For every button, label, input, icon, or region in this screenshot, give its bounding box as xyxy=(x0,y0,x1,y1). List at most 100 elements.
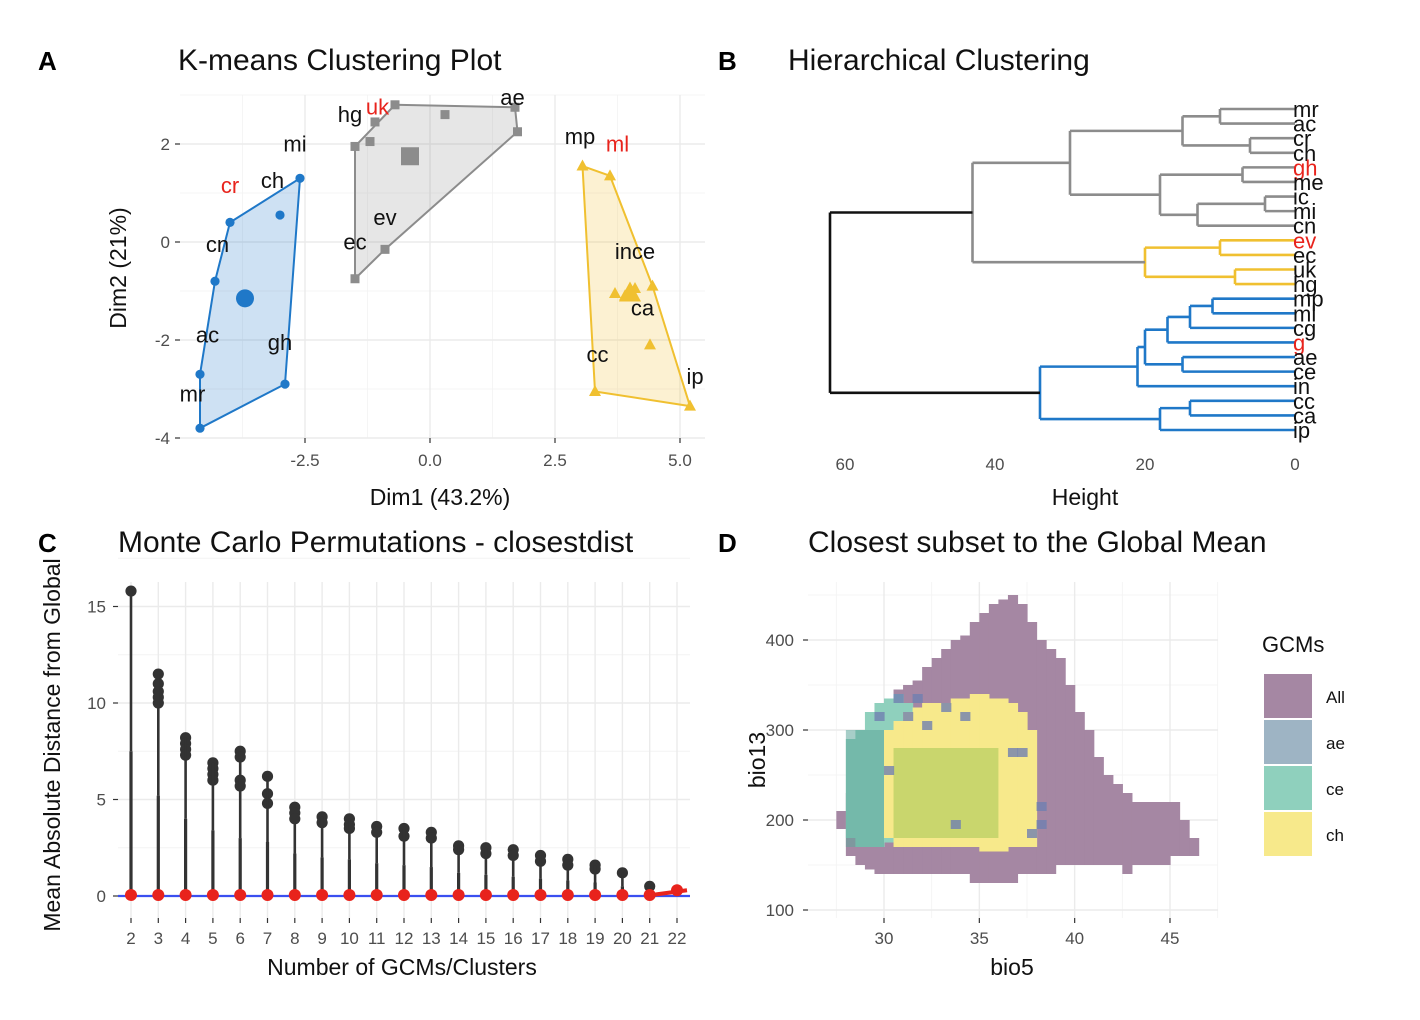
point-label: mi xyxy=(283,131,306,156)
cluster-point xyxy=(576,159,589,171)
cluster-point xyxy=(370,117,380,127)
point-label: cr xyxy=(221,173,239,198)
heat-cell-ae xyxy=(893,694,904,703)
panel-a-ticks: -2.5 0.0 2.5 5.0 -4 -2 0 2 xyxy=(155,135,692,470)
cluster-point xyxy=(380,244,390,254)
leaf-label: cr xyxy=(1293,126,1311,151)
cluster-center xyxy=(619,281,641,302)
leaf-label: uk xyxy=(1293,258,1317,283)
x-tick-label: 0.0 xyxy=(418,451,442,470)
point-label: uk xyxy=(366,95,390,120)
cluster-hull-gray xyxy=(354,103,519,282)
x-tick-label: 18 xyxy=(558,929,577,948)
cluster-point xyxy=(604,169,616,181)
leaf-label: ev xyxy=(1293,228,1316,253)
x-tick-label: 30 xyxy=(875,929,894,948)
y-tick-label: -2 xyxy=(155,331,170,350)
panel-d-ylabel: bio13 xyxy=(744,732,770,788)
heat-cell-all xyxy=(1084,730,1095,865)
x-tick-label: 6 xyxy=(235,929,244,948)
panel-tag-c: C xyxy=(38,528,57,558)
heat-cell-all xyxy=(1141,802,1152,865)
heat-cell-ae xyxy=(1007,748,1019,757)
closest-point xyxy=(398,889,410,902)
y-tick-label: 300 xyxy=(766,721,794,740)
heat-cell-all xyxy=(1170,802,1181,856)
x-tick-label: 14 xyxy=(449,929,468,948)
panel-c: Monte Carlo Permutations - closestdist C… xyxy=(38,526,690,980)
x-tick-label: 20 xyxy=(613,929,632,948)
x-tick-label: 20 xyxy=(1136,455,1155,474)
closest-point xyxy=(425,889,438,902)
closest-point xyxy=(288,889,301,902)
cluster-point xyxy=(684,399,696,411)
y-tick-label: 400 xyxy=(766,631,794,650)
point-label: ip xyxy=(686,364,703,389)
point-label: cn xyxy=(206,232,229,257)
closest-point xyxy=(234,889,247,902)
y-tick-label: 10 xyxy=(87,694,106,713)
cluster-point xyxy=(225,217,235,227)
panel-d-ticks: 30 35 40 45 100 200 300 400 xyxy=(766,631,1180,948)
heat-cell-ae xyxy=(903,712,914,721)
leaf-label: mr xyxy=(1293,97,1319,122)
heat-cell-all xyxy=(1150,802,1162,865)
panel-d-legend: GCMs All ae ce ch xyxy=(1262,632,1345,856)
x-tick-label: 19 xyxy=(586,929,605,948)
x-tick-label: 9 xyxy=(317,929,326,948)
heat-cell-ch xyxy=(1007,703,1019,847)
panel-a-ylabel: Dim2 (21%) xyxy=(105,207,131,328)
cluster-point xyxy=(609,286,621,298)
panel-d: D Closest subset to the Global Mean 30 35… xyxy=(718,526,1345,980)
panel-b: B Hierarchical Clustering 60 40 20 0 mraccr… xyxy=(718,44,1324,510)
legend-swatch-ce xyxy=(1264,766,1312,810)
panel-c-marks xyxy=(118,585,690,902)
leaf-label: gh xyxy=(1293,155,1317,180)
heat-cell-ch xyxy=(1027,730,1038,847)
heat-cell-all xyxy=(1131,802,1142,865)
x-tick-label: 16 xyxy=(504,929,523,948)
heat-cell-ae xyxy=(1027,829,1038,838)
leaf-label: ic xyxy=(1293,185,1309,210)
leaf-label: mi xyxy=(1293,199,1316,224)
closest-point xyxy=(643,889,656,902)
y-tick-label: 0 xyxy=(161,233,170,252)
heat-cell-ae xyxy=(1017,748,1028,757)
y-tick-label: 5 xyxy=(97,791,106,810)
legend-label-ae: ae xyxy=(1326,734,1345,753)
legend-label-ce: ce xyxy=(1326,780,1344,799)
heat-cell-ae xyxy=(874,712,885,721)
leaf-label: in xyxy=(1293,374,1310,399)
closest-point xyxy=(561,889,574,902)
legend-swatch-all xyxy=(1264,674,1312,718)
x-tick-label: 4 xyxy=(181,929,190,948)
x-tick-label: 13 xyxy=(422,929,441,948)
heat-cell-ae xyxy=(941,703,952,712)
cluster-center xyxy=(236,289,254,308)
closest-point xyxy=(206,889,219,902)
panel-a-grid xyxy=(180,94,705,439)
heat-cell-overlap xyxy=(893,748,999,838)
closest-point xyxy=(316,889,329,902)
leaf-label: ch xyxy=(1293,141,1316,166)
x-tick-label: 5 xyxy=(208,929,217,948)
heat-cell-ch xyxy=(1017,712,1028,847)
panel-b-ticks: 60 40 20 0 xyxy=(836,455,1300,474)
cluster-point xyxy=(510,102,520,112)
x-tick-label: 17 xyxy=(531,929,550,948)
leaf-label: ac xyxy=(1293,112,1316,137)
x-tick-label: 8 xyxy=(290,929,299,948)
panel-d-title: Closest subset to the Global Mean xyxy=(808,526,1267,559)
cluster-point xyxy=(195,369,205,379)
x-tick-label: 35 xyxy=(970,929,989,948)
leaf-label: hg xyxy=(1293,272,1317,297)
closest-point xyxy=(534,889,547,902)
point-label: mp xyxy=(565,124,596,149)
closest-point xyxy=(152,889,165,902)
x-tick-label: 45 xyxy=(1161,929,1180,948)
cluster-point xyxy=(390,100,400,110)
y-tick-label: 200 xyxy=(766,811,794,830)
x-tick-label: 12 xyxy=(395,929,414,948)
y-tick-label: 100 xyxy=(766,901,794,920)
